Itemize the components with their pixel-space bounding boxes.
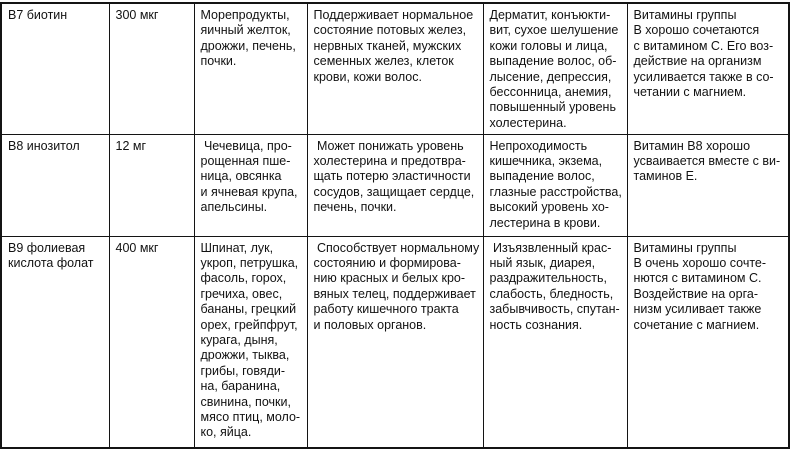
table-row-b7: В7 биотин 300 мкг Морепродукты, яичный ж… bbox=[0, 2, 790, 135]
cell-dose: 12 мг bbox=[108, 133, 195, 237]
table-row-b8: В8 инозитол 12 мг Чечевица, про- рощенна… bbox=[0, 133, 790, 237]
cell-deficiency-symptoms: Дерматит, конъюкти- вит, сухое шелушение… bbox=[482, 2, 628, 135]
cell-dose: 400 мкг bbox=[108, 235, 195, 449]
food-sources-text: Морепродукты, яичный желток, дрожжи, печ… bbox=[200, 8, 296, 69]
benefits-text: Может понижать уровень холестерина и пре… bbox=[313, 138, 475, 215]
food-sources-text: Чечевица, про- рощенная пше- ница, овсян… bbox=[200, 138, 298, 215]
vitamin-name-text: В9 фолиевая кислота фолат bbox=[8, 240, 94, 270]
cell-benefits: Поддерживает нормальное состояние потовы… bbox=[306, 2, 484, 135]
deficiency-symptoms-text: Дерматит, конъюкти- вит, сухое шелушение… bbox=[489, 8, 619, 130]
interactions-text: Витамины группы В очень хорошо сочте- ню… bbox=[633, 240, 767, 332]
cell-interactions: Витамины группы В очень хорошо сочте- ню… bbox=[626, 235, 790, 449]
cell-dose: 300 мкг bbox=[108, 2, 195, 135]
dose-text: 300 мкг bbox=[115, 8, 159, 22]
cell-interactions: Витамин В8 хорошо усваивается вместе с в… bbox=[626, 133, 790, 237]
cell-vitamin-name: В7 биотин bbox=[0, 2, 110, 135]
cell-deficiency-symptoms: Изъязвленный крас- ный язык, диарея, раз… bbox=[482, 235, 628, 449]
cell-vitamin-name: В8 инозитол bbox=[0, 133, 110, 237]
food-sources-text: Шпинат, лук, укроп, петрушка, фасоль, го… bbox=[200, 240, 301, 440]
vitamin-name-text: В7 биотин bbox=[8, 8, 68, 22]
cell-vitamin-name: В9 фолиевая кислота фолат bbox=[0, 235, 110, 449]
cell-benefits: Может понижать уровень холестерина и пре… bbox=[306, 133, 484, 237]
dose-text: 400 мкг bbox=[115, 240, 159, 255]
vitamin-name-text: В8 инозитол bbox=[8, 138, 80, 153]
cell-benefits: Способствует нормальному состоянию и фор… bbox=[306, 235, 484, 449]
deficiency-symptoms-text: Непроходимость кишечника, экзема, выпаде… bbox=[489, 138, 622, 230]
cell-interactions: Витамины группы В хорошо сочетаются с ви… bbox=[626, 2, 790, 135]
cell-food-sources: Шпинат, лук, укроп, петрушка, фасоль, го… bbox=[193, 235, 308, 449]
cell-food-sources: Морепродукты, яичный желток, дрожжи, печ… bbox=[193, 2, 308, 135]
benefits-text: Способствует нормальному состоянию и фор… bbox=[313, 240, 480, 332]
benefits-text: Поддерживает нормальное состояние потовы… bbox=[313, 8, 474, 84]
interactions-text: Витамины группы В хорошо сочетаются с ви… bbox=[633, 8, 774, 100]
cell-food-sources: Чечевица, про- рощенная пше- ница, овсян… bbox=[193, 133, 308, 237]
deficiency-symptoms-text: Изъязвленный крас- ный язык, диарея, раз… bbox=[489, 240, 620, 332]
interactions-text: Витамин В8 хорошо усваивается вместе с в… bbox=[633, 138, 781, 184]
dose-text: 12 мг bbox=[115, 138, 147, 153]
table-row-b9: В9 фолиевая кислота фолат 400 мкг Шпинат… bbox=[0, 235, 790, 449]
cell-deficiency-symptoms: Непроходимость кишечника, экзема, выпаде… bbox=[482, 133, 628, 237]
